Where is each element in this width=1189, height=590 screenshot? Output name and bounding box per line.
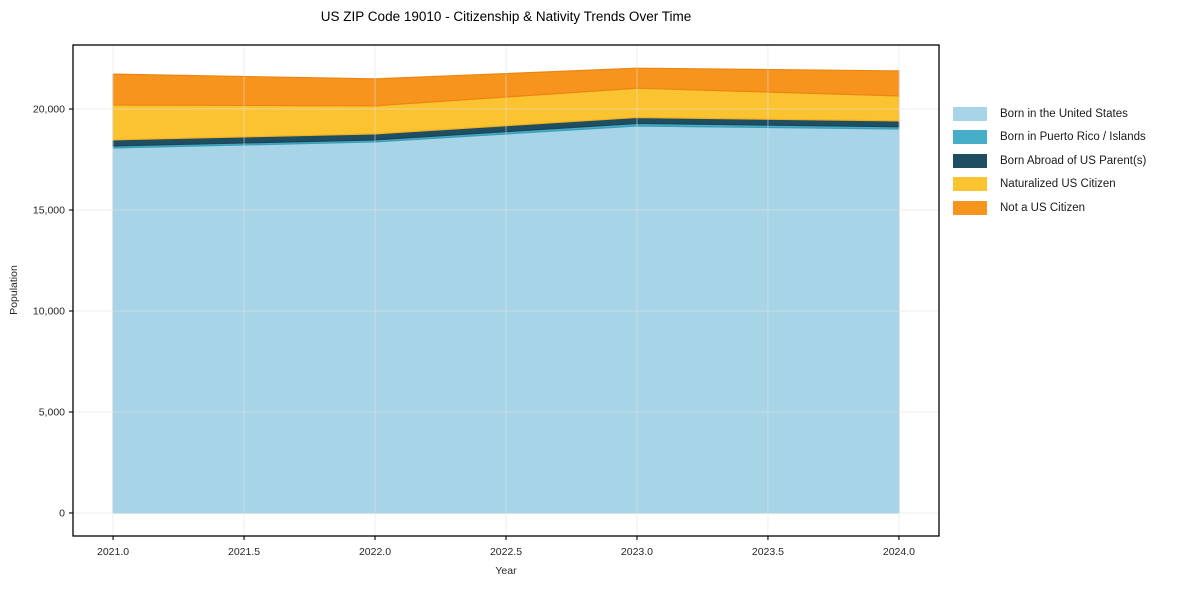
legend-item-naturalized-us-citizen: Naturalized US Citizen — [953, 177, 1146, 192]
legend-item-born-in-the-united-states: Born in the United States — [953, 107, 1146, 121]
legend-label: Born Abroad of US Parent(s) — [1000, 154, 1147, 167]
x-axis-label: Year — [495, 565, 517, 577]
legend-item-born-abroad-of-us-parent-s: Born Abroad of US Parent(s) — [953, 153, 1147, 168]
y-tick-label: 15,000 — [33, 205, 65, 217]
legend-swatch — [953, 177, 987, 192]
y-tick-label: 0 — [59, 508, 65, 520]
legend: Born in the United States Born in Puerto … — [953, 107, 1146, 224]
x-tick-label: 2023.5 — [752, 546, 784, 558]
x-tick-label: 2024.0 — [883, 546, 915, 558]
legend-swatch — [953, 153, 987, 168]
legend-item-not-a-us-citizen: Not a US Citizen — [953, 200, 1146, 215]
legend-swatch — [953, 107, 987, 121]
y-axis-label: Population — [8, 265, 20, 315]
x-tick-label: 2021.5 — [228, 546, 260, 558]
x-tick-label: 2023.0 — [621, 546, 653, 558]
x-tick-label: 2022.5 — [490, 546, 522, 558]
y-tick-label: 5,000 — [39, 407, 65, 419]
legend-swatch — [953, 130, 987, 145]
chart-title: US ZIP Code 19010 - Citizenship & Nativi… — [320, 9, 692, 24]
legend-label: Born in the United States — [1000, 108, 1128, 120]
legend-label: Naturalized US Citizen — [1000, 178, 1116, 191]
y-tick-label: 10,000 — [33, 306, 65, 318]
legend-swatch — [953, 200, 987, 215]
y-tick-label: 20,000 — [33, 104, 65, 116]
legend-item-born-in-puerto-rico-islands: Born in Puerto Rico / Islands — [953, 130, 1146, 145]
x-tick-label: 2022.0 — [359, 546, 391, 558]
legend-label: Born in Puerto Rico / Islands — [1000, 131, 1146, 144]
legend-label: Not a US Citizen — [1000, 201, 1086, 214]
x-tick-label: 2021.0 — [97, 546, 129, 558]
